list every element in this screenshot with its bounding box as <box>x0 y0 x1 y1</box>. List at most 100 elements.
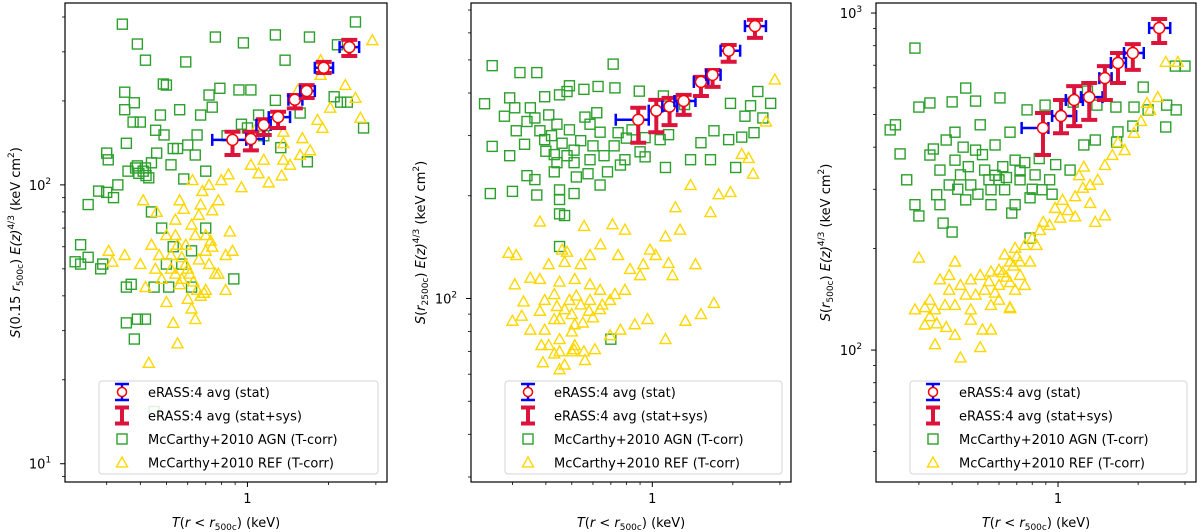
agn-point <box>303 31 316 43</box>
erass-marker <box>300 84 313 98</box>
y-tick-label: 102 <box>840 342 862 359</box>
agn-point <box>119 104 131 116</box>
ref-point <box>668 200 683 213</box>
ref-point <box>181 291 195 305</box>
ref-point <box>658 332 673 345</box>
ref-point <box>595 297 609 310</box>
ref-point <box>164 261 178 274</box>
legend-triangle-icon <box>926 455 940 468</box>
ref-point <box>501 245 516 259</box>
agn-point <box>486 140 498 153</box>
erass-marker <box>631 113 645 126</box>
ref-point <box>149 204 164 218</box>
agn-point <box>185 281 198 293</box>
agn-point <box>591 107 603 119</box>
ref-point <box>661 256 676 269</box>
x-tick-label: 1 <box>243 492 251 507</box>
agn-point <box>894 148 906 160</box>
ref-point <box>323 100 337 113</box>
ref-point <box>1111 135 1125 148</box>
ref-point <box>184 301 199 314</box>
ref-point <box>276 136 291 149</box>
legend: eRASS:4 avg (stat) eRASS:4 avg (stat+sys)… <box>98 380 379 475</box>
legend: eRASS:4 avg (stat) eRASS:4 avg (stat+sys)… <box>909 380 1188 475</box>
ref-point <box>1018 278 1032 291</box>
agn-point <box>521 169 533 182</box>
erass-marker <box>722 44 735 57</box>
ref-point <box>159 295 174 308</box>
agn-point <box>634 146 646 158</box>
agn-point <box>704 154 717 166</box>
ref-point <box>1088 214 1102 228</box>
ref-point <box>588 342 602 355</box>
agn-point <box>937 217 949 229</box>
erass-point <box>614 105 651 145</box>
ref-point <box>918 317 932 330</box>
ref-point <box>193 197 208 210</box>
agn-point <box>503 150 516 162</box>
ref-point <box>723 185 738 198</box>
ref-point <box>1036 214 1050 228</box>
series-ref <box>908 54 1185 363</box>
y-axis-label: S(r2500c) E(z)4/3 (keV cm2) <box>412 161 431 324</box>
ref-point <box>942 268 956 281</box>
ref-point <box>923 309 937 322</box>
legend-label: eRASS:4 avg (stat) <box>554 386 676 401</box>
agn-point <box>155 222 168 234</box>
x-axis-label: T(r < r500c) (keV) <box>982 516 1090 532</box>
agn-point <box>120 281 133 293</box>
agn-point <box>206 101 218 113</box>
ref-point <box>908 302 922 315</box>
ref-point <box>205 239 219 252</box>
agn-point <box>924 97 936 109</box>
ref-point <box>154 271 169 285</box>
ref-point <box>1076 180 1090 193</box>
ref-point <box>274 168 289 181</box>
legend-entry: McCarthy+2010 REF (T-corr) <box>115 455 334 472</box>
ref-point <box>223 224 237 237</box>
y-tick-label: 102 <box>435 290 457 307</box>
agn-point <box>901 174 913 186</box>
ref-point <box>536 355 550 368</box>
agn-point <box>269 94 282 107</box>
ref-point <box>953 278 968 291</box>
series-agn <box>884 42 1191 244</box>
agn-point <box>662 128 675 141</box>
erass-marker <box>244 132 258 146</box>
agn-point <box>548 148 560 161</box>
agn-point <box>127 116 139 128</box>
ref-point <box>557 357 572 370</box>
ref-point <box>703 205 718 218</box>
ref-point <box>942 282 956 295</box>
agn-point <box>594 126 606 138</box>
ref-point <box>516 294 531 307</box>
legend-box <box>504 380 783 475</box>
ref-point <box>136 193 150 206</box>
ref-point <box>948 298 962 311</box>
agn-point <box>607 58 619 70</box>
ref-point <box>534 338 549 351</box>
ref-point <box>1023 254 1037 267</box>
agn-point <box>764 97 777 110</box>
ref-point <box>199 228 213 241</box>
agn-point <box>1128 101 1140 113</box>
erass-point <box>1109 51 1128 86</box>
x-tick-label: 1 <box>648 492 656 507</box>
ref-point <box>218 248 233 261</box>
ref-point <box>365 33 379 46</box>
erass-marker <box>1152 21 1166 35</box>
ref-point <box>673 222 687 235</box>
erass-point <box>267 109 292 130</box>
ref-point <box>964 312 978 325</box>
agn-point <box>614 159 627 171</box>
ref-point <box>930 316 944 329</box>
legend-label: eRASS:4 avg (stat) <box>959 386 1081 401</box>
ref-point <box>547 346 561 359</box>
ref-point <box>251 166 266 179</box>
agn-point <box>989 139 1001 151</box>
ref-point <box>605 217 620 230</box>
erass-point <box>298 83 317 100</box>
ref-point <box>586 310 600 323</box>
agn-point <box>120 137 133 149</box>
agn-point <box>165 159 177 171</box>
